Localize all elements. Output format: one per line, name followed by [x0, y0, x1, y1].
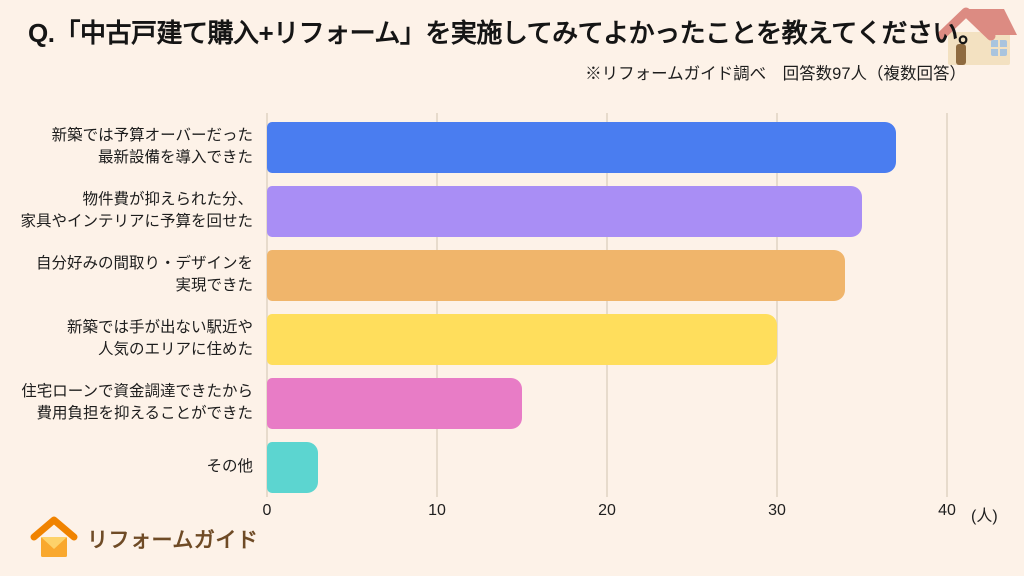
bar	[267, 121, 896, 173]
x-tick-label: 20	[598, 502, 616, 519]
bar-label: 住宅ローンで資金調達できたから 費用負担を抑えることができた	[21, 383, 253, 422]
bar-row: 自分好みの間取り・デザインを 実現できた	[0, 243, 1024, 307]
bar-row: 新築では予算オーバーだった 最新設備を導入できた	[0, 115, 1024, 179]
bar	[267, 441, 318, 493]
x-tick-label: 10	[428, 502, 446, 519]
brand-logo: リフォームガイド	[30, 516, 258, 562]
gridline	[776, 113, 778, 497]
bar-row: その他	[0, 435, 1024, 499]
page-title: Q.「中古戸建て購入+リフォーム」を実施してみてよかったことを教えてください。	[28, 18, 984, 48]
chart-rows: 新築では予算オーバーだった 最新設備を導入できた物件費が抑えられた分、 家具やインテ…	[0, 115, 1024, 499]
bar-track	[267, 313, 1024, 365]
bar-label: 物件費が抑えられた分、 家具やインテリアに予算を回せた	[20, 191, 253, 230]
survey-note: ※リフォームガイド調べ 回答数97人（複数回答）	[585, 65, 966, 83]
bar	[267, 249, 845, 301]
bar-track	[267, 377, 1024, 429]
x-tick-label: 0	[262, 502, 272, 519]
bar-track	[267, 441, 1024, 493]
bar-chart: 新築では予算オーバーだった 最新設備を導入できた物件費が抑えられた分、 家具やインテ…	[0, 113, 1024, 533]
bar-label: 新築では予算オーバーだった 最新設備を導入できた	[51, 127, 253, 166]
bar-track	[267, 185, 1024, 237]
bar	[267, 185, 862, 237]
house-emoji-icon	[936, 7, 1017, 65]
gridline	[266, 113, 268, 497]
x-tick-label: 40	[938, 502, 956, 519]
logo-house-icon	[30, 516, 78, 557]
bar-label: 自分好みの間取り・デザインを 実現できた	[35, 255, 253, 294]
gridlines	[266, 113, 1024, 497]
bar-row: 新築では手が出ない駅近や 人気のエリアに住めた	[0, 307, 1024, 371]
x-axis-unit: (人)	[971, 508, 998, 525]
bar-row: 住宅ローンで資金調達できたから 費用負担を抑えることができた	[0, 371, 1024, 435]
gridline	[436, 113, 438, 497]
bar-row: 物件費が抑えられた分、 家具やインテリアに予算を回せた	[0, 179, 1024, 243]
bar-track	[267, 121, 1024, 173]
gridline	[606, 113, 608, 497]
logo-text: リフォームガイド	[87, 529, 259, 552]
x-axis: 0 10 20 30 40 (人)	[263, 502, 1024, 526]
bar-track	[267, 249, 1024, 301]
bar	[267, 313, 777, 365]
bar-label: 新築では手が出ない駅近や 人気のエリアに住めた	[66, 319, 253, 358]
x-tick-label: 30	[768, 502, 786, 519]
gridline	[946, 113, 948, 497]
bar	[267, 377, 522, 429]
bar-label: その他	[206, 458, 253, 475]
